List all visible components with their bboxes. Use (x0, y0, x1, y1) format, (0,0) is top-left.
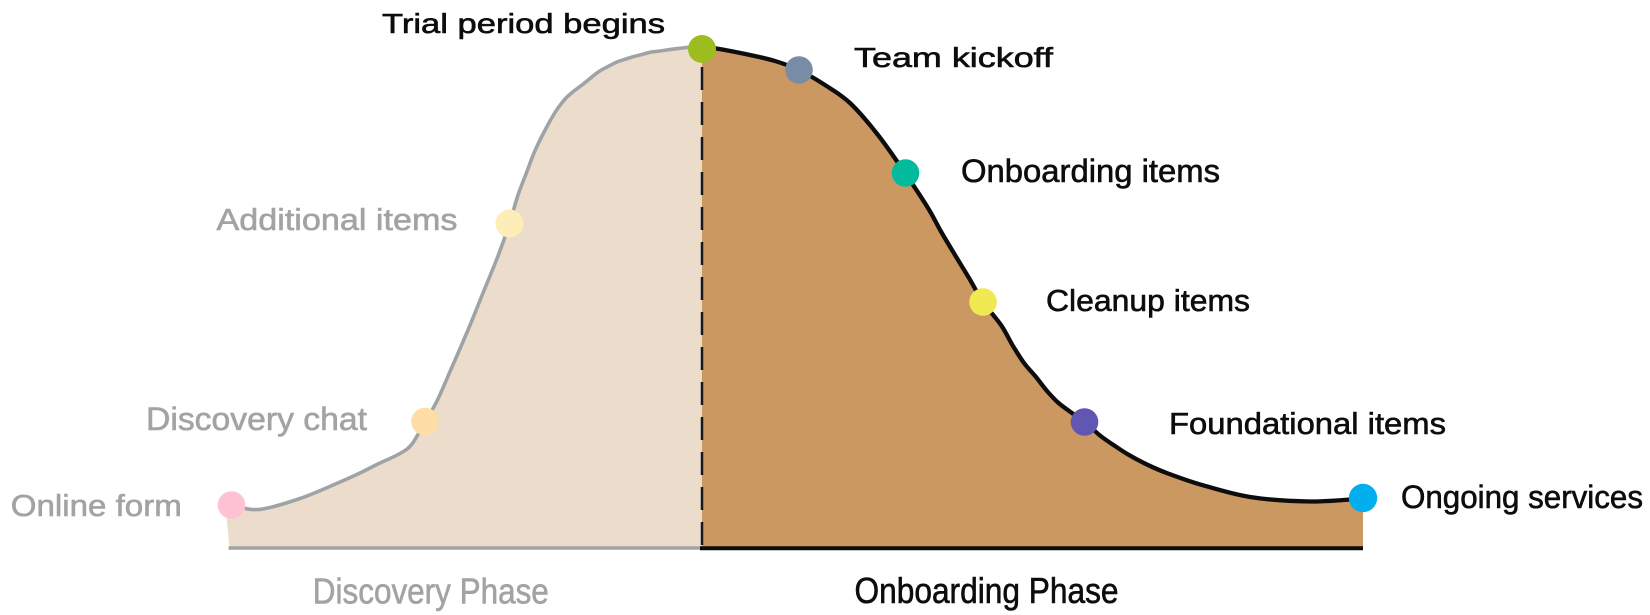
svg-text:Trial period begins: Trial period begins (382, 8, 665, 39)
svg-text:Additional items: Additional items (217, 202, 458, 237)
svg-text:Ongoing services: Ongoing services (1401, 479, 1643, 515)
svg-text:Discovery chat: Discovery chat (146, 401, 367, 437)
svg-text:Discovery Phase: Discovery Phase (313, 571, 549, 612)
svg-text:Onboarding items: Onboarding items (961, 153, 1220, 189)
svg-text:Online form: Online form (11, 488, 182, 523)
svg-text:Foundational items: Foundational items (1169, 406, 1446, 441)
svg-text:Cleanup items: Cleanup items (1046, 283, 1250, 318)
svg-text:Onboarding Phase: Onboarding Phase (855, 570, 1119, 611)
svg-text:Team kickoff: Team kickoff (854, 42, 1053, 73)
